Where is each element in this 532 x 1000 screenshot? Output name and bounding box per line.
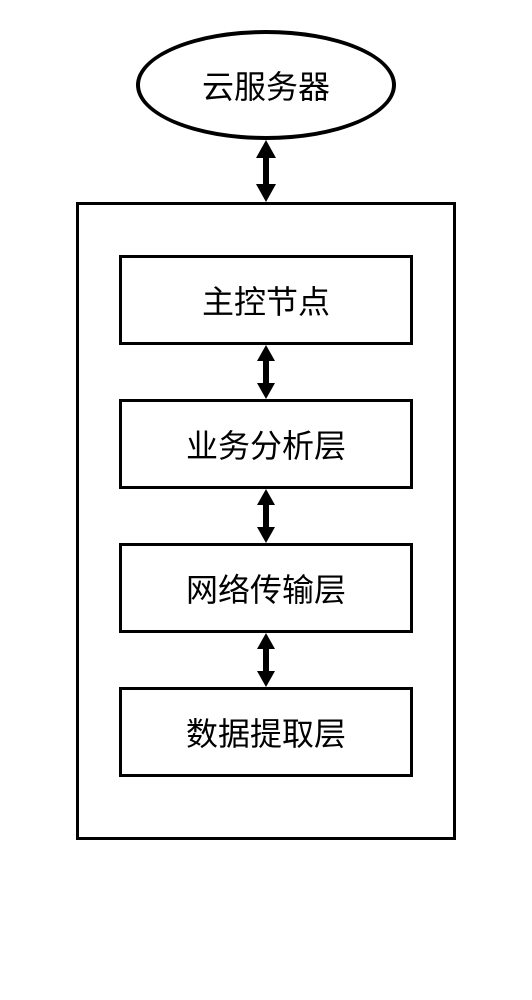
arrow-analysis-to-transport <box>119 489 413 543</box>
edge-container: 主控节点 业务分析层 网络传输层 数据提取层 <box>76 202 456 840</box>
double-arrow-icon <box>253 633 279 687</box>
double-arrow-icon <box>253 345 279 399</box>
extract-layer-label: 数据提取层 <box>186 709 346 755</box>
arrow-transport-to-extract <box>119 633 413 687</box>
double-arrow-icon <box>253 489 279 543</box>
analysis-layer-node: 业务分析层 <box>119 399 413 489</box>
analysis-layer-label: 业务分析层 <box>186 421 346 467</box>
extract-layer-node: 数据提取层 <box>119 687 413 777</box>
double-arrow-icon <box>252 140 280 202</box>
master-node: 主控节点 <box>119 255 413 345</box>
cloud-server-node: 云服务器 <box>136 30 396 140</box>
arrow-master-to-analysis <box>119 345 413 399</box>
transport-layer-node: 网络传输层 <box>119 543 413 633</box>
architecture-flowchart: 云服务器 主控节点 业务分析层 网络传输层 <box>76 30 456 840</box>
arrow-cloud-to-master <box>76 140 456 202</box>
cloud-server-label: 云服务器 <box>202 62 330 108</box>
master-node-label: 主控节点 <box>202 277 330 323</box>
transport-layer-label: 网络传输层 <box>186 565 346 611</box>
